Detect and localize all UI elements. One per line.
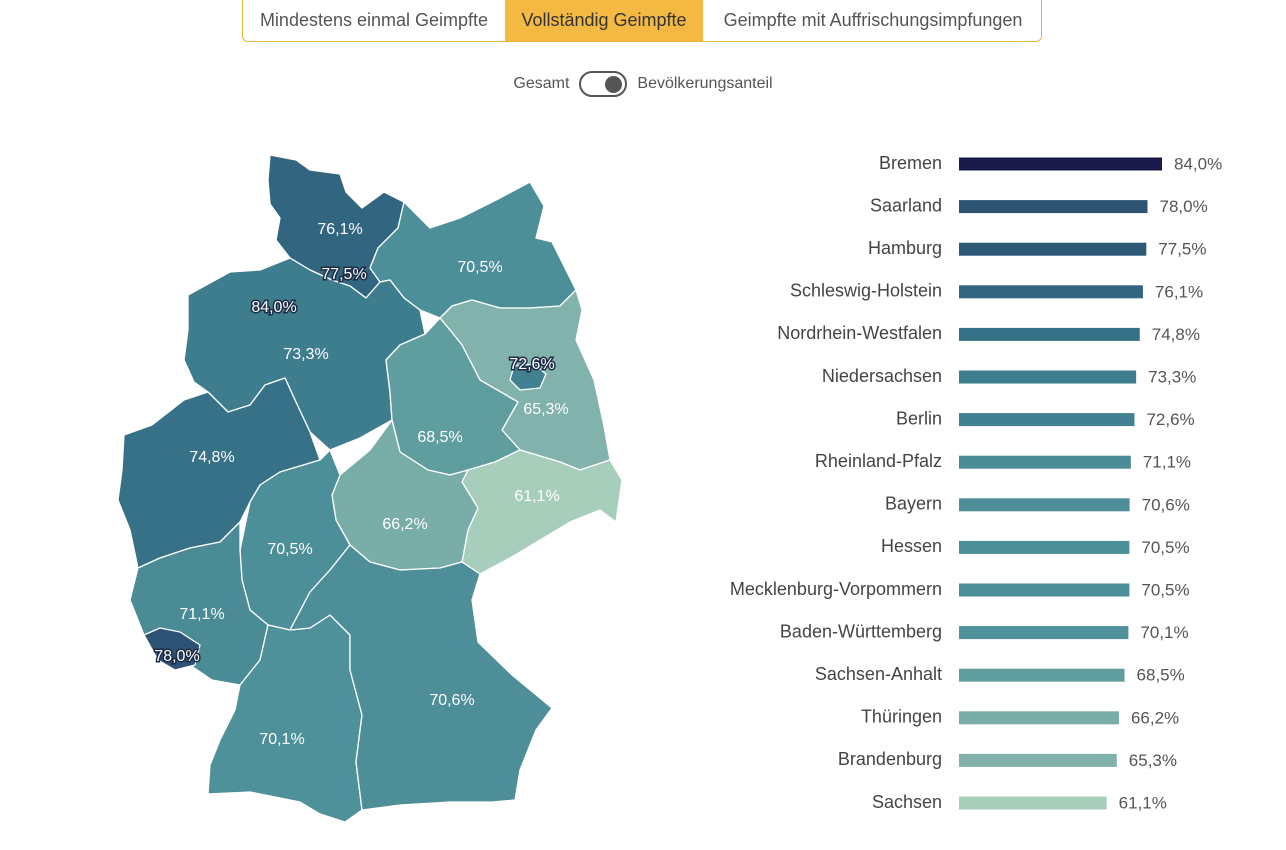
bar-value-hessen: 70,5% [1141,538,1189,557]
bar-brandenburg[interactable] [959,753,1117,767]
bar-category-bayern: Bayern [885,494,942,514]
map-label-hessen: 70,5% [267,541,312,558]
bar-value-saarland: 78,0% [1160,197,1208,216]
bar-sachsen[interactable] [959,796,1107,810]
bar-category-sachsen: Sachsen [872,792,942,812]
bar-hamburg[interactable] [959,242,1147,256]
map-label-bremen: 84,0% [251,299,296,316]
bar-value-schleswig-holstein: 76,1% [1155,282,1203,301]
map-label-baden-w-rttemberg: 70,1% [259,731,304,748]
bar-category-nordrhein-westfalen: Nordrhein-Westfalen [777,323,942,343]
bar-value-baden-w-rttemberg: 70,1% [1140,623,1188,642]
bar-value-bayern: 70,6% [1142,495,1190,514]
germany-map: 76,1% 77,5% 84,0% 73,3% 70,5% 72,6% 65,3% 68,5%… [117,154,623,823]
bar-value-sachsen: 61,1% [1119,793,1167,812]
bar-niedersachsen[interactable] [959,370,1137,384]
map-label-th-ringen: 66,2% [382,516,427,533]
bar-value-rheinland-pfalz: 71,1% [1143,453,1191,472]
bar-category-rheinland-pfalz: Rheinland-Pfalz [815,451,942,471]
toggle-knob [605,76,623,93]
bar-category-berlin: Berlin [896,408,942,428]
tab-vollstaendig-geimpfte[interactable]: Vollständig Geimpfte [505,0,703,41]
toggle-label-bevoelkerungsanteil[interactable]: Bevölkerungsanteil [637,75,773,92]
bar-category-hamburg: Hamburg [868,238,942,258]
bar-category-saarland: Saarland [870,195,942,215]
bar-value-niedersachsen: 73,3% [1148,367,1196,386]
bar-category-hessen: Hessen [881,536,942,556]
bar-sachsen-anhalt[interactable] [959,668,1125,682]
bar-saarland[interactable] [959,200,1148,214]
bar-schleswig-holstein[interactable] [959,285,1143,299]
map-label-mecklenburg-vorpommern: 70,5% [457,259,502,276]
tab-bar: Mindestens einmal Geimpfte Vollständig G… [242,0,1042,42]
region-saarland[interactable] [143,627,201,671]
tab-mindestens-einmal-geimpfte[interactable]: Mindestens einmal Geimpfte [259,10,489,30]
bar-category-th-ringen: Thüringen [861,707,942,727]
bar-rheinland-pfalz[interactable] [959,455,1131,469]
bar-value-sachsen-anhalt: 68,5% [1137,666,1185,685]
bar-category-niedersachsen: Niedersachsen [822,366,942,386]
tab-auffrischungsimpfungen[interactable]: Geimpfte mit Auffrischungsimpfungen [723,10,1023,30]
bar-category-baden-w-rttemberg: Baden-Württemberg [780,621,942,641]
bar-category-brandenburg: Brandenburg [838,749,942,769]
bar-value-brandenburg: 65,3% [1129,751,1177,770]
map-label-hamburg: 77,5% [321,266,366,283]
map-label-saarland: 78,0% [154,648,199,665]
toggle-switch[interactable] [579,71,628,97]
bar-baden-w-rttemberg[interactable] [959,626,1129,640]
map-label-brandenburg: 65,3% [523,401,568,418]
bar-value-nordrhein-westfalen: 74,8% [1152,325,1200,344]
toggle-row: Gesamt Bevölkerungsanteil [0,70,1286,98]
bar-category-mecklenburg-vorpommern: Mecklenburg-Vorpommern [730,579,942,599]
bar-category-sachsen-anhalt: Sachsen-Anhalt [815,664,942,684]
bar-hessen[interactable] [959,540,1130,554]
bar-bremen[interactable] [959,157,1162,171]
bar-chart: Bremen 84,0% Saarland 78,0% Hamburg 77,5% Schl… [730,153,1222,813]
bar-category-bremen: Bremen [879,153,942,173]
map-label-nordrhein-westfalen: 74,8% [189,449,234,466]
map-label-sachsen: 61,1% [514,488,559,505]
bar-berlin[interactable] [959,413,1135,427]
bar-bayern[interactable] [959,498,1130,512]
map-label-rheinland-pfalz: 71,1% [179,606,224,623]
map-label-schleswig-holstein: 76,1% [317,221,362,238]
bar-category-schleswig-holstein: Schleswig-Holstein [790,281,942,301]
toggle-label-gesamt[interactable]: Gesamt [513,75,570,92]
map-label-bayern: 70,6% [429,692,474,709]
map-label-berlin: 72,6% [509,356,554,373]
bar-th-ringen[interactable] [959,711,1119,725]
bar-value-hamburg: 77,5% [1158,240,1206,259]
region-bayern[interactable] [289,544,553,811]
bar-value-mecklenburg-vorpommern: 70,5% [1141,580,1189,599]
map-label-sachsen-anhalt: 68,5% [417,429,462,446]
region-berlin[interactable] [509,363,547,391]
region-sachsen[interactable] [461,449,623,575]
bar-nordrhein-westfalen[interactable] [959,327,1140,341]
bar-value-berlin: 72,6% [1146,410,1194,429]
map-label-niedersachsen: 73,3% [283,346,328,363]
bar-value-th-ringen: 66,2% [1131,708,1179,727]
bar-mecklenburg-vorpommern[interactable] [959,583,1130,597]
bar-value-bremen: 84,0% [1174,154,1222,173]
